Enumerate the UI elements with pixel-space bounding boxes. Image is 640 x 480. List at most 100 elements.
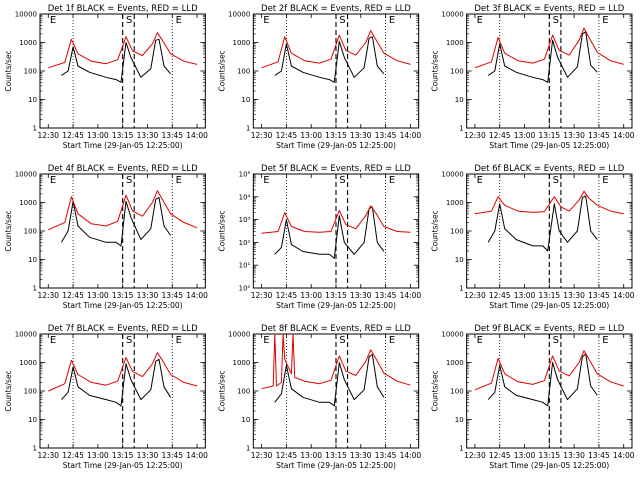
y-tick-label: 10000 [15, 331, 37, 339]
x-tick-label: 12:45 [62, 451, 84, 460]
y-tick-label: 10³ [239, 216, 251, 224]
x-tick-label: 13:15 [112, 291, 134, 300]
x-tick-label: 13:45 [588, 291, 610, 300]
events-series-line [61, 358, 172, 407]
x-tick-label: 13:45 [588, 131, 610, 140]
x-tick-label: 12:30 [251, 131, 273, 140]
region-label: E [477, 175, 483, 186]
x-tick-label: 13:45 [588, 451, 610, 460]
region-label: E [176, 175, 182, 186]
x-tick-label: 13:45 [375, 131, 397, 140]
panel-title: Det 8f BLACK = Events, RED = LLD [261, 324, 411, 334]
x-tick-label: 13:30 [137, 131, 159, 140]
x-tick-label: 13:15 [112, 451, 134, 460]
panel-title: Det 5f BLACK = Events, RED = LLD [261, 164, 411, 174]
y-tick-label: 10000 [15, 171, 37, 179]
x-tick-label: 13:45 [375, 451, 397, 460]
x-tick-label: 12:30 [37, 131, 59, 140]
y-tick-label: 10 [28, 416, 37, 424]
lld-series-line [474, 190, 624, 215]
x-tick-label: 12:30 [464, 451, 486, 460]
region-label: E [263, 335, 269, 346]
y-tick-label: 10 [455, 96, 464, 104]
events-series-line [274, 206, 385, 259]
x-tick-label: 13:00 [300, 451, 322, 460]
events-series-line [487, 353, 598, 407]
x-tick-label: 13:30 [137, 291, 159, 300]
y-tick-label: 1000 [233, 359, 251, 367]
region-label: E [263, 15, 269, 26]
y-tick-label: 10000 [441, 331, 463, 339]
x-tick-label: 13:15 [325, 291, 347, 300]
y-tick-label: 1 [33, 445, 37, 453]
y-tick-label: 1000 [19, 359, 37, 367]
y-tick-label: 1000 [19, 199, 37, 207]
x-tick-label: 12:30 [464, 291, 486, 300]
y-tick-label: 10 [455, 256, 464, 264]
region-label: S [126, 15, 132, 26]
y-axis-label: Counts/sec [431, 370, 440, 411]
x-tick-label: 13:45 [161, 131, 183, 140]
y-tick-label: 10² [239, 239, 251, 247]
region-label: E [50, 175, 56, 186]
x-axis-label: Start Time (29-Jan-05 12:25:00) [489, 301, 609, 310]
region-label: S [339, 175, 345, 186]
y-tick-label: 1000 [19, 39, 37, 47]
y-tick-label: 1 [459, 445, 463, 453]
panel-title: Det 6f BLACK = Events, RED = LLD [474, 164, 624, 174]
y-tick-label: 100 [450, 68, 463, 76]
x-tick-label: 13:00 [300, 131, 322, 140]
x-tick-label: 12:45 [489, 451, 511, 460]
y-tick-label: 1000 [446, 199, 464, 207]
x-axis-label: Start Time (29-Jan-05 12:25:00) [489, 141, 609, 150]
y-tick-label: 10⁴ [239, 193, 251, 201]
y-tick-label: 10000 [228, 331, 250, 339]
x-tick-label: 13:45 [161, 291, 183, 300]
x-tick-label: 13:00 [87, 131, 109, 140]
x-tick-label: 12:30 [464, 131, 486, 140]
y-tick-label: 100 [450, 228, 463, 236]
x-axis-label: Start Time (29-Jan-05 12:25:00) [276, 461, 396, 470]
x-tick-label: 12:30 [37, 291, 59, 300]
y-axis-label: Counts/sec [217, 210, 226, 251]
region-label: E [389, 175, 395, 186]
x-tick-label: 13:15 [539, 131, 561, 140]
panel-title: Det 3f BLACK = Events, RED = LLD [474, 4, 624, 14]
y-axis-label: Counts/sec [431, 50, 440, 91]
panel-title: Det 1f BLACK = Events, RED = LLD [48, 4, 198, 14]
x-tick-label: 12:30 [251, 451, 273, 460]
x-tick-label: 12:45 [489, 131, 511, 140]
x-tick-label: 13:15 [325, 451, 347, 460]
x-tick-label: 12:30 [37, 451, 59, 460]
x-axis-label: Start Time (29-Jan-05 12:25:00) [276, 301, 396, 310]
region-label: E [263, 175, 269, 186]
panel-title: Det 2f BLACK = Events, RED = LLD [261, 4, 411, 14]
x-tick-label: 13:45 [375, 291, 397, 300]
lld-series-line [48, 352, 198, 392]
x-tick-label: 13:15 [112, 131, 134, 140]
events-series-line [487, 195, 598, 252]
region-label: E [176, 15, 182, 26]
region-label: E [389, 15, 395, 26]
x-tick-label: 12:45 [62, 291, 84, 300]
x-tick-label: 13:30 [563, 451, 585, 460]
y-tick-label: 1 [33, 125, 37, 133]
x-tick-label: 13:00 [87, 291, 109, 300]
region-label: S [553, 175, 559, 186]
x-tick-label: 13:45 [161, 451, 183, 460]
y-tick-label: 100 [237, 388, 250, 396]
region-label: E [176, 335, 182, 346]
x-tick-label: 13:00 [514, 291, 536, 300]
y-axis-label: Counts/sec [4, 370, 13, 411]
y-tick-label: 100 [24, 388, 37, 396]
y-tick-label: 10000 [228, 11, 250, 19]
x-tick-label: 13:15 [539, 291, 561, 300]
region-label: S [126, 175, 132, 186]
x-tick-label: 13:00 [514, 451, 536, 460]
events-series-line [61, 38, 171, 83]
y-tick-label: 1 [459, 125, 463, 133]
lld-series-line [261, 30, 411, 69]
x-tick-label: 13:00 [514, 131, 536, 140]
